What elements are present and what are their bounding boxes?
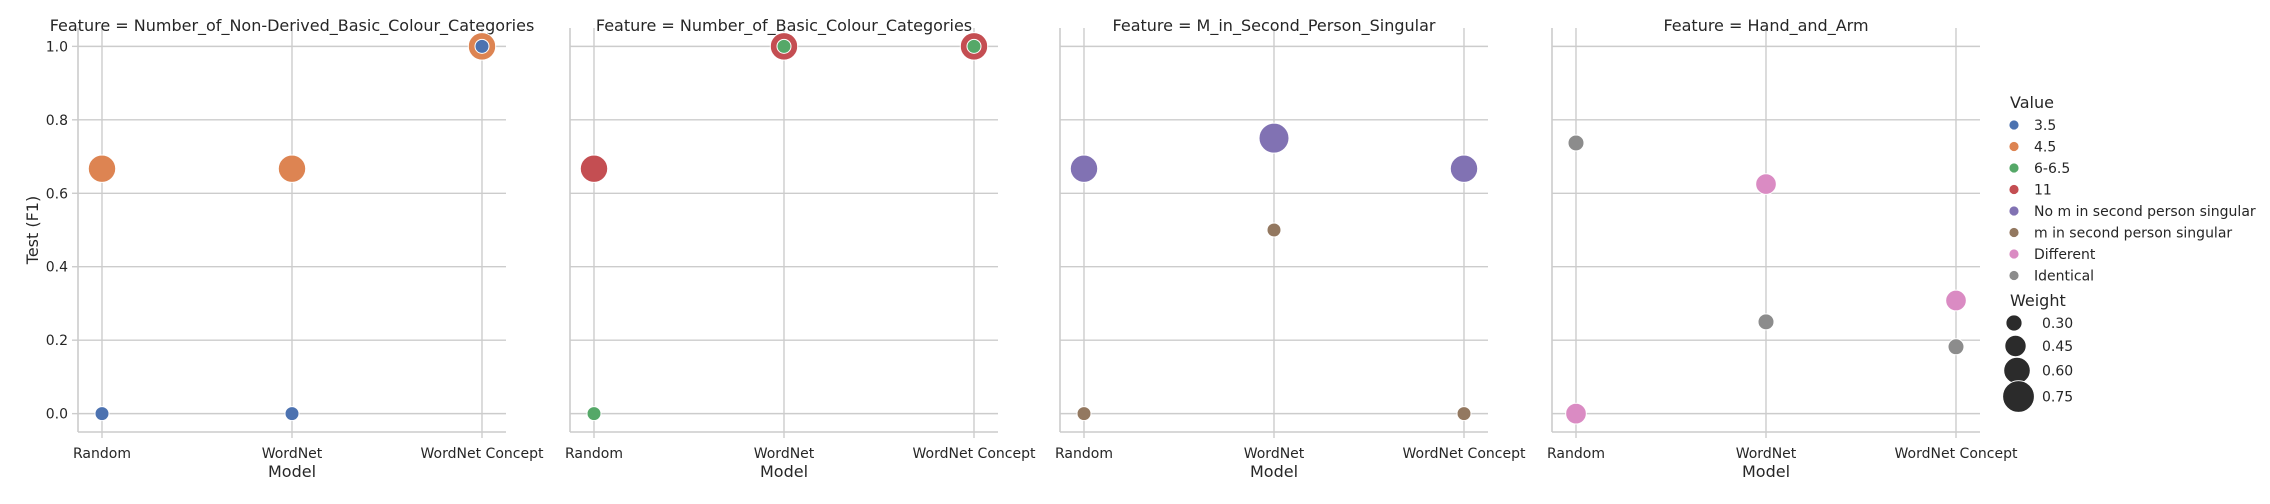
data-point: [1757, 313, 1775, 331]
x-tick-label: WordNet: [1736, 446, 1797, 462]
legend-marker: [2008, 248, 2020, 260]
data-point: [1258, 122, 1290, 154]
legend-size-label: 0.30: [2042, 316, 2073, 332]
y-tick-label: 0.2: [46, 333, 68, 349]
panel-title: Feature = Hand_and_Arm: [1663, 16, 1868, 36]
data-point: [94, 406, 110, 422]
data-point: [1449, 154, 1479, 183]
x-axis-label: Model: [1250, 462, 1298, 481]
data-point: [776, 38, 792, 54]
legend-label: 4.5: [2034, 140, 2056, 156]
x-tick-label: WordNet: [262, 446, 323, 462]
legend-label: Identical: [2034, 269, 2094, 285]
legend-size-marker: [2002, 380, 2035, 413]
data-point: [87, 154, 117, 183]
x-tick-label: WordNet: [754, 446, 815, 462]
legend-size-marker: [2003, 356, 2031, 385]
data-point: [284, 406, 300, 422]
legend-label: 11: [2034, 183, 2052, 199]
x-tick-label: Random: [1547, 446, 1605, 462]
panel-title: Feature = Number_of_Basic_Colour_Categor…: [596, 16, 972, 36]
legend-size-label: 0.60: [2042, 364, 2073, 380]
x-tick-label: WordNet Concept: [1895, 446, 2018, 462]
x-tick-label: WordNet Concept: [913, 446, 1036, 462]
legend-label: m in second person singular: [2034, 226, 2232, 242]
data-point: [474, 38, 490, 54]
data-point: [1456, 406, 1472, 422]
x-axis-label: Model: [1742, 462, 1790, 481]
panel-title: Feature = Number_of_Non-Derived_Basic_Co…: [50, 16, 535, 36]
y-tick-label: 1.0: [46, 39, 68, 55]
data-point: [1755, 173, 1777, 195]
data-point: [1069, 154, 1099, 183]
x-tick-label: WordNet Concept: [1403, 446, 1526, 462]
x-tick-label: WordNet: [1244, 446, 1305, 462]
data-point: [1565, 402, 1587, 425]
data-point: [966, 38, 982, 54]
legend-marker: [2008, 205, 2020, 217]
x-axis-label: Model: [268, 462, 316, 481]
legend-marker: [2008, 184, 2020, 195]
legend-marker: [2008, 119, 2020, 131]
legend-size-marker: [2004, 334, 2027, 357]
data-point: [586, 406, 602, 422]
data-point: [1945, 289, 1967, 312]
legend-size-label: 0.75: [2042, 390, 2073, 406]
legend-title-weight: Weight: [2010, 291, 2066, 310]
legend-title-value: Value: [2010, 93, 2054, 112]
data-point: [1947, 338, 1965, 356]
legend-label: No m in second person singular: [2034, 204, 2256, 220]
panel-title: Feature = M_in_Second_Person_Singular: [1113, 16, 1436, 36]
y-tick-label: 0.4: [46, 260, 68, 276]
legend-label: 3.5: [2034, 118, 2056, 134]
legend-size-label: 0.45: [2042, 339, 2073, 355]
legend-marker: [2008, 227, 2020, 238]
data-point: [1076, 406, 1092, 422]
data-point: [1266, 222, 1282, 238]
x-tick-label: Random: [565, 446, 623, 462]
x-tick-label: WordNet Concept: [421, 446, 544, 462]
y-tick-label: 0.0: [46, 407, 68, 423]
legend-size-marker: [2005, 314, 2023, 332]
x-tick-label: Random: [1055, 446, 1113, 462]
y-tick-label: 0.8: [46, 113, 68, 129]
legend-label: 6-6.5: [2034, 161, 2070, 177]
data-point: [277, 154, 307, 183]
legend-marker: [2008, 270, 2020, 281]
y-tick-label: 0.6: [46, 186, 68, 202]
legend-label: Different: [2034, 247, 2096, 263]
legend-marker: [2008, 162, 2020, 174]
x-tick-label: Random: [73, 446, 131, 462]
data-point: [579, 154, 609, 183]
y-axis-label: Test (F1): [23, 196, 42, 265]
legend-marker: [2008, 141, 2020, 152]
data-point: [1567, 134, 1585, 152]
x-axis-label: Model: [760, 462, 808, 481]
